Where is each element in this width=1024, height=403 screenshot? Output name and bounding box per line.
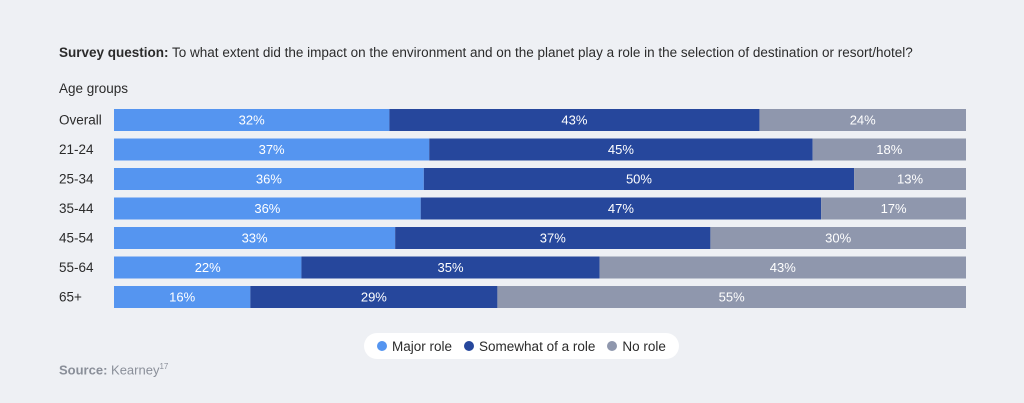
- source-footnote: 17: [159, 362, 169, 371]
- data-label-no-role-overall: 24%: [850, 113, 876, 128]
- stacked-bar-chart: Overall 32% 43% 24% 21-24 37% 45% 18% 25-34 36% 50…: [59, 109, 966, 308]
- category-label-35-44: 35-44: [59, 201, 94, 216]
- category-label-55-64: 55-64: [59, 260, 94, 275]
- bar-segment-major-role-45-54: [114, 227, 396, 249]
- bar-segment-major-role-65: [114, 286, 251, 308]
- data-label-major-role-45-54: 33%: [242, 231, 268, 246]
- y-axis-title: Age groups: [59, 81, 129, 96]
- bar-segment-somewhat-of-a-role-overall: [389, 109, 760, 131]
- data-label-no-role-55-64: 43%: [770, 260, 796, 275]
- bar-segment-major-role-25-34: [114, 168, 424, 190]
- data-label-major-role-overall: 32%: [239, 113, 265, 128]
- data-label-major-role-55-64: 22%: [195, 260, 221, 275]
- source-note: Source: Kearney17: [59, 362, 168, 377]
- data-label-no-role-45-54: 30%: [825, 231, 851, 246]
- data-label-somewhat-of-a-role-25-34: 50%: [626, 172, 652, 187]
- legend-label-somewhat-of-a-role: Somewhat of a role: [479, 338, 596, 354]
- data-label-no-role-65: 55%: [719, 290, 745, 305]
- data-label-somewhat-of-a-role-35-44: 47%: [608, 201, 634, 216]
- survey-question-text: To what extent did the impact on the env…: [168, 45, 913, 60]
- survey-question-label: Survey question:: [59, 45, 169, 60]
- legend-label-major-role: Major role: [392, 338, 453, 354]
- category-label-65: 65+: [59, 290, 82, 305]
- bar-segment-major-role-21-24: [114, 138, 430, 161]
- source-label: Source:: [59, 362, 108, 378]
- bar-segment-somewhat-of-a-role-65: [250, 286, 498, 308]
- bar-segment-no-role-45-54: [710, 227, 966, 249]
- bar-segment-major-role-35-44: [114, 197, 421, 220]
- bar-segment-no-role-65: [497, 286, 966, 308]
- legend-swatch-major-role: [377, 341, 387, 351]
- legend-swatch-somewhat-of-a-role: [464, 341, 475, 351]
- bar-segment-no-role-overall: [759, 109, 966, 131]
- category-label-25-34: 25-34: [59, 172, 94, 187]
- bar-segment-no-role-21-24: [812, 138, 966, 161]
- bar-segment-major-role-overall: [114, 109, 390, 131]
- category-label-21-24: 21-24: [59, 142, 94, 157]
- bar-segment-no-role-25-34: [854, 168, 966, 190]
- bar-segment-somewhat-of-a-role-35-44: [420, 197, 822, 220]
- data-label-major-role-35-44: 36%: [254, 201, 280, 216]
- bar-segment-somewhat-of-a-role-45-54: [395, 227, 711, 249]
- category-label-overall: Overall: [59, 113, 102, 128]
- legend-item-major-role: Major role: [377, 339, 452, 354]
- data-label-somewhat-of-a-role-overall: 43%: [561, 113, 587, 128]
- source-text: Kearney: [107, 362, 160, 378]
- chart-legend: Major role Somewhat of a role No role: [364, 333, 679, 359]
- legend-swatch-no-role: [607, 341, 618, 351]
- data-label-somewhat-of-a-role-21-24: 45%: [608, 142, 634, 157]
- bar-segment-somewhat-of-a-role-25-34: [423, 168, 855, 190]
- category-label-45-54: 45-54: [59, 231, 94, 246]
- bar-segment-major-role-55-64: [114, 256, 302, 279]
- data-label-major-role-21-24: 37%: [259, 142, 285, 157]
- data-label-no-role-21-24: 18%: [876, 142, 902, 157]
- data-label-no-role-25-34: 13%: [897, 172, 923, 187]
- bar-segment-no-role-35-44: [821, 197, 966, 220]
- data-label-somewhat-of-a-role-45-54: 37%: [540, 231, 566, 246]
- bar-segment-somewhat-of-a-role-21-24: [429, 138, 813, 161]
- data-label-somewhat-of-a-role-65: 29%: [361, 290, 387, 305]
- data-label-somewhat-of-a-role-55-64: 35%: [438, 260, 464, 275]
- legend-item-no-role: No role: [607, 339, 666, 354]
- data-label-major-role-25-34: 36%: [256, 172, 282, 187]
- legend-item-somewhat-of-a-role: Somewhat of a role: [464, 339, 595, 354]
- bar-segment-no-role-55-64: [599, 256, 966, 279]
- bar-segment-somewhat-of-a-role-55-64: [301, 256, 600, 279]
- legend-label-no-role: No role: [622, 338, 666, 354]
- data-label-major-role-65: 16%: [169, 290, 195, 305]
- survey-question: Survey question: To what extent did the …: [59, 45, 913, 60]
- data-label-no-role-35-44: 17%: [881, 201, 907, 216]
